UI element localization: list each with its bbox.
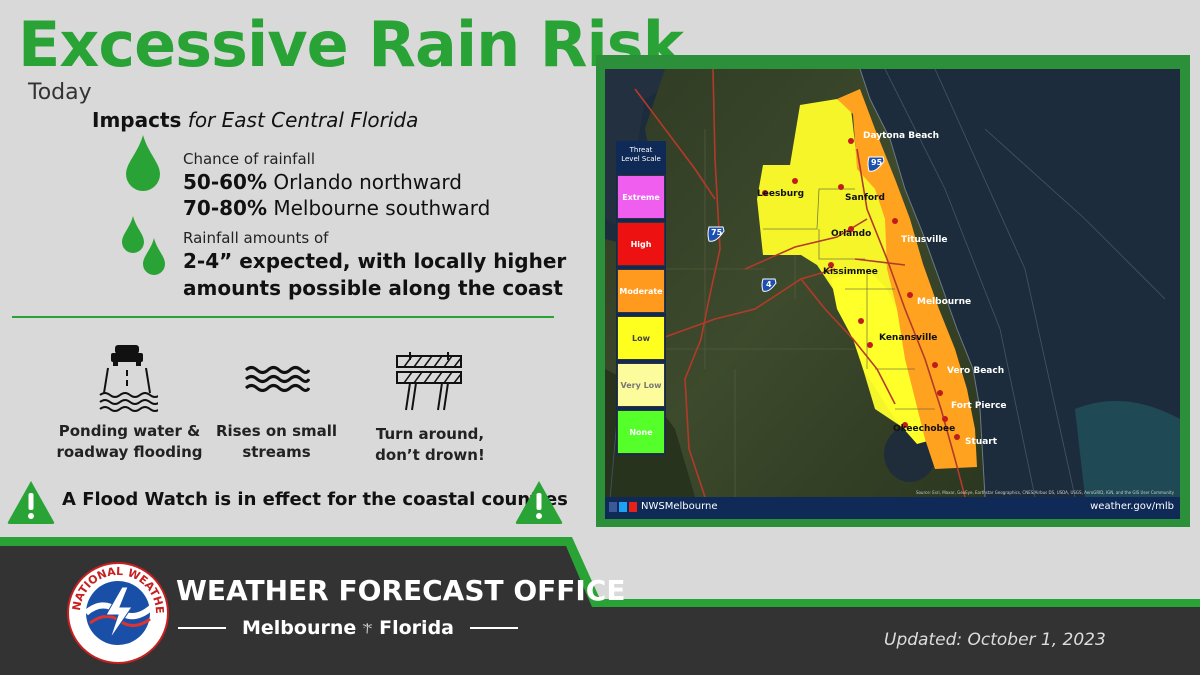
- nws-seal-logo: NATIONAL WEATHER SERVICE: [66, 561, 169, 664]
- barricade-icon: [396, 352, 462, 411]
- warning-icon: [515, 481, 563, 524]
- city-stuart: Stuart: [965, 437, 998, 447]
- social-handle-text: NWSMelbourne: [641, 501, 718, 512]
- timeframe-label: Today: [28, 80, 92, 105]
- legend-very-low: Very Low: [617, 363, 665, 407]
- legend-none: None: [617, 410, 665, 454]
- highway-shield-75: [707, 226, 725, 242]
- office-state: Florida: [379, 617, 454, 639]
- rainfall-chance-label: Chance of rainfall: [183, 150, 315, 168]
- percent-south: 70-80%: [183, 196, 268, 220]
- palm-tree-icon: [362, 622, 373, 634]
- highway-shield-4: [761, 278, 777, 292]
- moderate-risk-area: [837, 89, 977, 469]
- flood-watch-message: A Flood Watch is in effect for the coast…: [62, 489, 568, 510]
- updated-timestamp: Updated: October 1, 2023: [884, 630, 1106, 650]
- city-sanford: Sanford: [845, 193, 885, 203]
- left-rule: [178, 627, 226, 629]
- percent-north: 50-60%: [183, 170, 268, 194]
- social-handle[interactable]: NWSMelbourne: [609, 501, 718, 512]
- legend-low: Low: [617, 316, 665, 360]
- impacts-heading: Impacts for East Central Florida: [92, 108, 418, 132]
- city-titusville: Titusville: [901, 235, 948, 245]
- office-title: WEATHER FORECAST OFFICE: [176, 574, 626, 607]
- city-kenansville: Kenansville: [879, 333, 938, 343]
- website-link[interactable]: weather.gov/mlb: [1090, 501, 1174, 512]
- impact-label-streams: Rises on small streams: [215, 422, 338, 461]
- raindrops-icon: [122, 216, 165, 275]
- city-leesburg: Leesburg: [757, 189, 805, 199]
- highway-label-4: 4: [766, 280, 772, 289]
- youtube-icon[interactable]: [629, 501, 637, 512]
- region-north: Orlando northward: [267, 170, 462, 194]
- flooded-road-icon: [99, 345, 158, 412]
- twitter-icon[interactable]: [619, 501, 627, 512]
- facebook-icon[interactable]: [609, 501, 617, 512]
- map-graphic: [605, 69, 1180, 519]
- raindrop-icon: [126, 135, 160, 191]
- legend-extreme: Extreme: [617, 175, 665, 219]
- legend-high: High: [617, 222, 665, 266]
- rainfall-amounts-line2: amounts possible along the coast: [183, 276, 563, 300]
- rainfall-amounts-label: Rainfall amounts of: [183, 229, 329, 247]
- office-city: Melbourne: [242, 617, 357, 639]
- highway-label-75: 75: [711, 228, 723, 237]
- city-melbourne: Melbourne: [917, 297, 972, 307]
- impacts-region: for East Central Florida: [187, 108, 419, 132]
- rainfall-chance-north: 50-60% Orlando northward: [183, 170, 462, 194]
- threat-level-legend: Threat Level Scale Extreme High Moderate…: [616, 141, 666, 455]
- risk-map: 95 75 4 Daytona Beach Leesburg Sanford O…: [605, 69, 1180, 519]
- region-south: Melbourne southward: [267, 196, 491, 220]
- right-rule: [470, 627, 518, 629]
- legend-title: Threat Level Scale: [621, 146, 661, 163]
- footer-banner: [0, 537, 1200, 675]
- city-vero-beach: Vero Beach: [947, 366, 1005, 376]
- risk-map-frame: 95 75 4 Daytona Beach Leesburg Sanford O…: [596, 55, 1190, 527]
- rainfall-chance-south: 70-80% Melbourne southward: [183, 196, 490, 220]
- section-divider: [12, 316, 554, 318]
- office-location: Melbourne Florida: [178, 615, 518, 641]
- impact-label-ponding: Ponding water & roadway flooding: [56, 422, 203, 461]
- impacts-bold: Impacts: [92, 108, 182, 132]
- highway-label-95: 95: [871, 158, 883, 167]
- city-orlando: Orlando: [831, 229, 872, 239]
- city-kissimmee: Kissimmee: [823, 267, 878, 277]
- map-footer-bar: NWSMelbourne weather.gov/mlb: [605, 497, 1180, 519]
- rainfall-amounts-line1: 2-4” expected, with locally higher: [183, 249, 567, 273]
- impact-label-turn-around: Turn around, don’t drown!: [375, 425, 485, 464]
- map-source-credit: Source: Esri, Maxar, GeoEye, Earthstar G…: [915, 490, 1174, 495]
- stream-waves-icon: [244, 366, 310, 392]
- highway-shield-95: [867, 156, 885, 172]
- legend-moderate: Moderate: [617, 269, 665, 313]
- city-daytona-beach: Daytona Beach: [863, 131, 940, 141]
- city-okeechobee: Okeechobee: [893, 424, 956, 434]
- page-title: Excessive Rain Risk: [18, 8, 684, 81]
- city-fort-pierce: Fort Pierce: [951, 401, 1007, 411]
- warning-icon: [7, 481, 55, 524]
